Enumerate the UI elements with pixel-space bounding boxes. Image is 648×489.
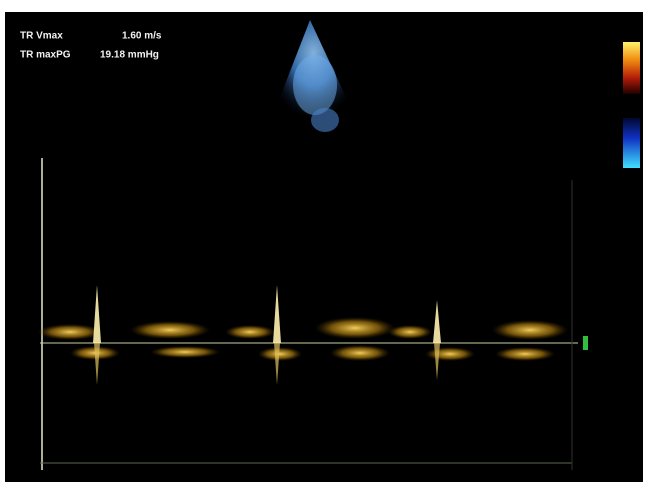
measurement-value: 1.60 m/s <box>122 31 162 42</box>
echo-thumbnail <box>275 20 352 132</box>
measurement-label: TR maxPG <box>20 50 71 61</box>
measurement-label: TR Vmax <box>20 31 63 42</box>
doppler-spectrum <box>38 158 588 470</box>
measurements: TR Vmax 1.60 m/s TR maxPG 19.18 mmHg <box>20 31 162 61</box>
measurement-value: 19.18 mmHg <box>100 50 159 61</box>
color-scale <box>623 42 640 168</box>
